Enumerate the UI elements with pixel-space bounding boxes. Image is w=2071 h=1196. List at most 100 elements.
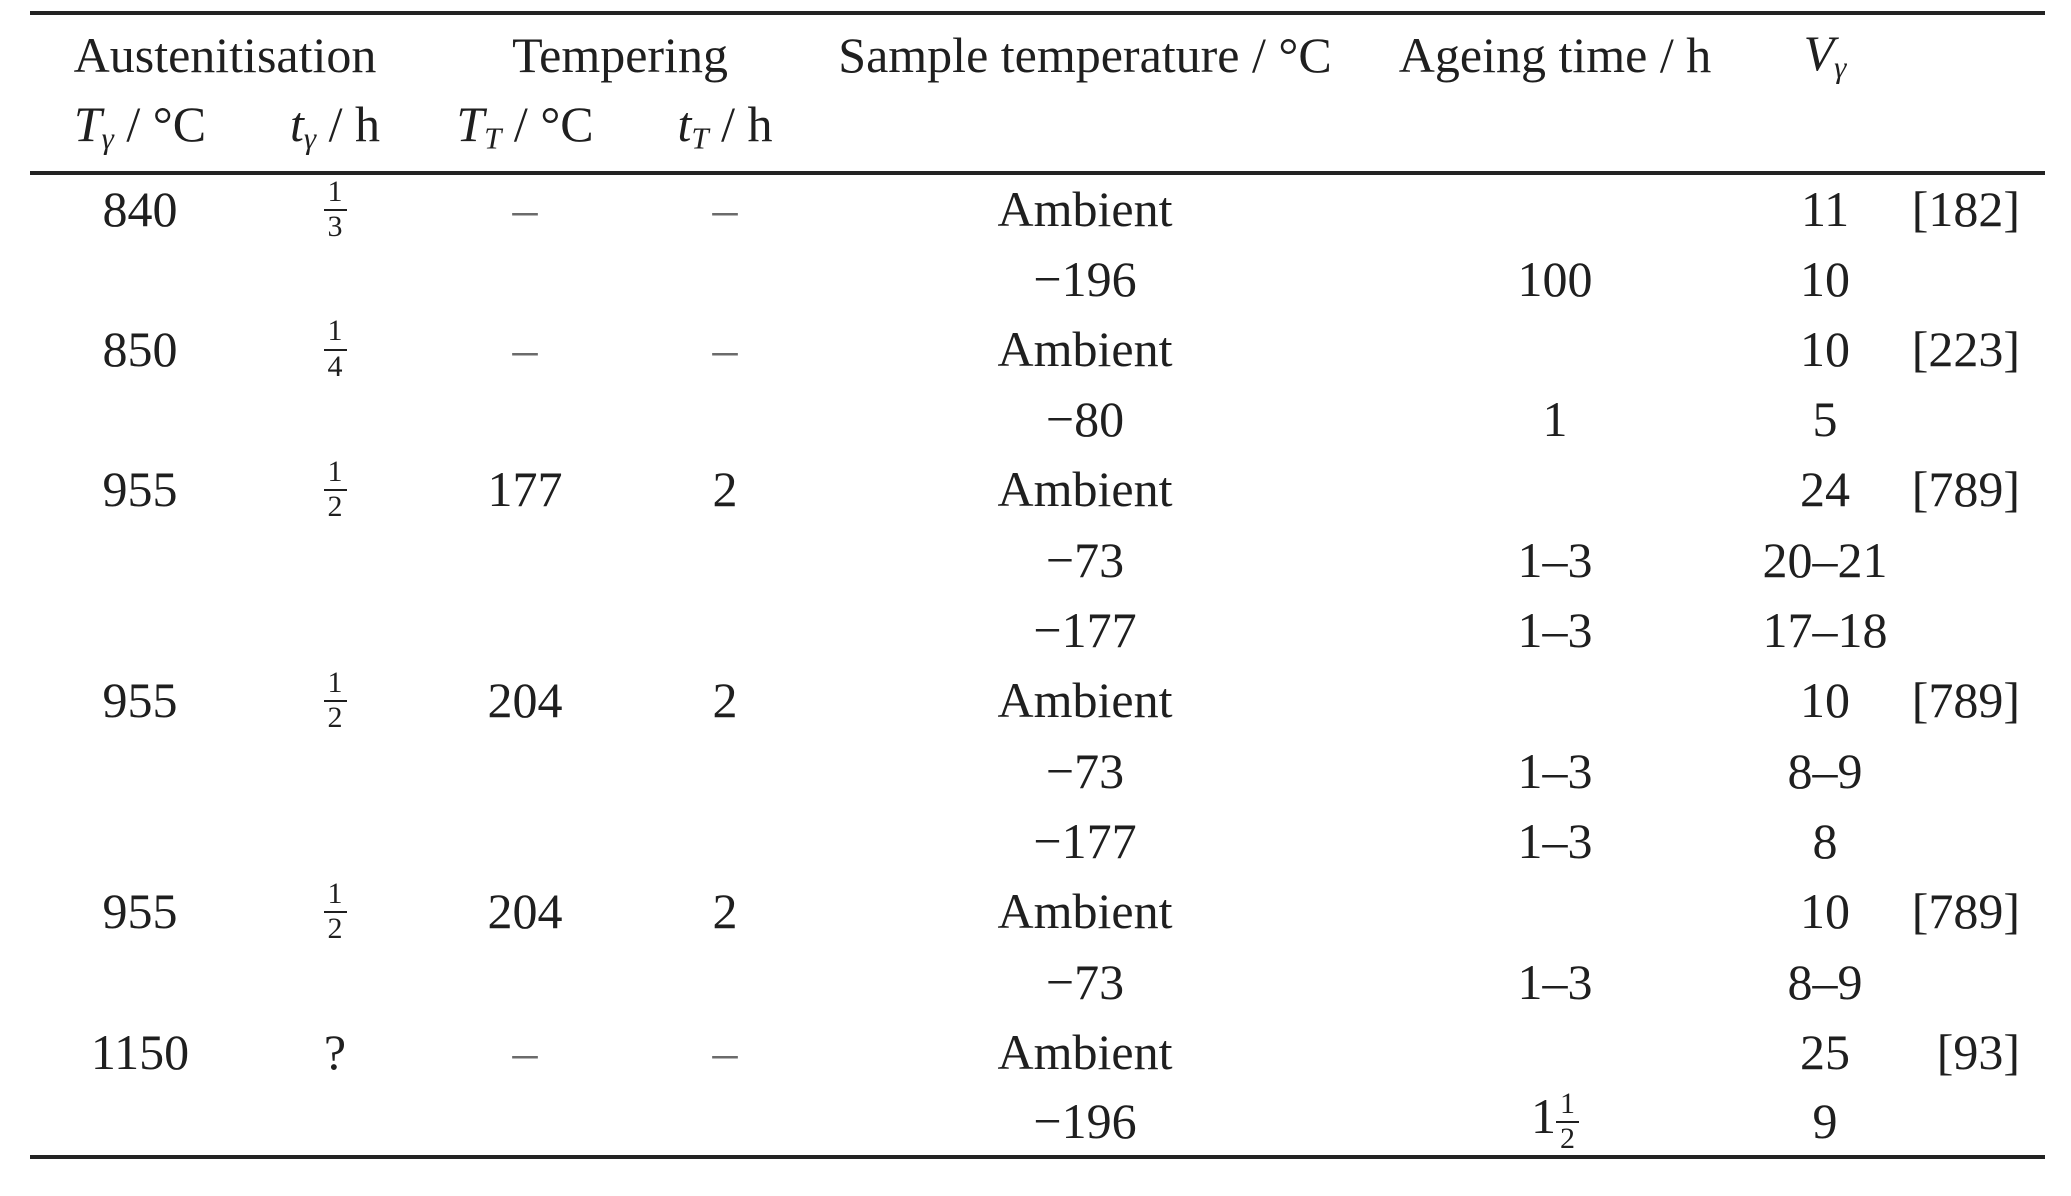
cell-ageing-time xyxy=(1350,1017,1760,1087)
fraction-numerator: 1 xyxy=(323,877,347,914)
cell-reference: [182] xyxy=(1890,173,2045,243)
sub-header-empty xyxy=(820,95,2045,173)
cell-ageing-time: 1–3 xyxy=(1350,946,1760,1016)
cell-reference: [789] xyxy=(1890,665,2045,735)
cell-v-gamma: 10 xyxy=(1760,876,1890,946)
table-row: −73 1–3 8–9 xyxy=(30,736,2045,806)
cell-sample-temperature: −80 xyxy=(820,384,1350,454)
cell-value: 1150 xyxy=(90,1023,190,1080)
cell-value: 955 xyxy=(102,672,178,729)
table-row: 955 1 2 204 2 Ambient 10 [789] xyxy=(30,876,2045,946)
cell-tempering-time: 2 xyxy=(630,665,820,735)
cell-tempering-temperature: 204 xyxy=(420,876,630,946)
cell-value: −73 xyxy=(1045,742,1125,799)
group-header-austenitisation: Austenitisation xyxy=(30,13,420,95)
cell-value: 11 xyxy=(1800,181,1850,238)
cell-value: 2 xyxy=(712,461,738,518)
cell-reference: [223] xyxy=(1890,314,2045,384)
cell-austenitisation-time xyxy=(250,243,420,313)
cell-reference xyxy=(1890,736,2045,806)
table-row: 840 1 3 – – Ambient 11 [182] xyxy=(30,173,2045,243)
cell-austenitisation-temperature: 840 xyxy=(30,173,250,243)
cell-v-gamma: 8–9 xyxy=(1760,736,1890,806)
math-symbol: V xyxy=(1803,25,1835,82)
cell-sample-temperature: −196 xyxy=(820,243,1350,313)
cell-reference: [93] xyxy=(1890,1017,2045,1087)
cell-austenitisation-time xyxy=(250,525,420,595)
cell-value: – xyxy=(712,181,738,238)
cell-v-gamma: 11 xyxy=(1760,173,1890,243)
cell-austenitisation-temperature xyxy=(30,946,250,1016)
cell-tempering-temperature xyxy=(420,806,630,876)
cell-value: 10 xyxy=(1800,250,1851,307)
cell-value: 955 xyxy=(102,461,178,518)
table-row: 850 1 4 – – Ambient 10 [223] xyxy=(30,314,2045,384)
cell-value: Ambient xyxy=(997,461,1173,518)
math-symbol: T xyxy=(456,96,485,153)
table-row: 955 1 2 177 2 Ambient 24 [789] xyxy=(30,454,2045,524)
cell-value: – xyxy=(512,320,538,377)
table-row: 1150? – – Ambient 25 [93] xyxy=(30,1017,2045,1087)
math-symbol: t xyxy=(289,96,304,153)
cell-value: −177 xyxy=(1033,602,1137,659)
cell-austenitisation-temperature xyxy=(30,384,250,454)
fraction-numerator: 1 xyxy=(323,314,347,351)
cell-tempering-temperature xyxy=(420,736,630,806)
cell-sample-temperature: −196 xyxy=(820,1087,1350,1157)
cell-v-gamma: 20–21 xyxy=(1760,525,1890,595)
cell-v-gamma: 9 xyxy=(1760,1087,1890,1157)
header-label: Austenitisation xyxy=(73,27,377,83)
cell-tempering-temperature xyxy=(420,525,630,595)
cell-value: [789] xyxy=(1911,883,2021,940)
cell-tempering-time xyxy=(630,384,820,454)
col-header-tempering-temperature: TT / °C xyxy=(420,95,630,173)
cell-value: 24 xyxy=(1800,461,1851,518)
cell-v-gamma: 8–9 xyxy=(1760,946,1890,1016)
cell-tempering-temperature: – xyxy=(420,314,630,384)
table-row: −80 1 5 xyxy=(30,384,2045,454)
cell-reference xyxy=(1890,525,2045,595)
cell-tempering-temperature xyxy=(420,384,630,454)
cell-value: 10 xyxy=(1800,883,1851,940)
cell-ageing-time: 100 xyxy=(1350,243,1760,313)
cell-value: 10 xyxy=(1800,672,1851,729)
cell-value: 204 xyxy=(487,672,563,729)
cell-value: 17–18 xyxy=(1762,602,1888,659)
cell-tempering-time xyxy=(630,525,820,595)
cell-value: 5 xyxy=(1812,391,1838,448)
cell-value: −196 xyxy=(1033,250,1137,307)
cell-value: 2 xyxy=(712,672,738,729)
fraction-numerator: 1 xyxy=(323,175,347,212)
cell-sample-temperature: Ambient xyxy=(820,454,1350,524)
cell-reference xyxy=(1890,384,2045,454)
col-header-austenitisation-temperature: Tγ / °C xyxy=(30,95,250,173)
cell-austenitisation-temperature xyxy=(30,1087,250,1157)
cell-tempering-time xyxy=(630,806,820,876)
cell-reference: [789] xyxy=(1890,876,2045,946)
cell-ageing-time xyxy=(1350,454,1760,524)
cell-reference xyxy=(1890,946,2045,1016)
header-unit: / °C xyxy=(501,96,594,153)
fraction-whole-number: 1 xyxy=(1531,1087,1557,1144)
cell-value: 955 xyxy=(102,883,178,940)
cell-value: 840 xyxy=(102,181,178,238)
math-symbol: t xyxy=(677,96,692,153)
cell-value: Ambient xyxy=(997,181,1173,238)
cell-value: 2 xyxy=(712,883,738,940)
cell-v-gamma: 24 xyxy=(1760,454,1890,524)
cell-reference xyxy=(1890,806,2045,876)
cell-value: [223] xyxy=(1911,320,2021,377)
cell-sample-temperature: −73 xyxy=(820,736,1350,806)
table-row: −73 1–3 20–21 xyxy=(30,525,2045,595)
table-row: −73 1–3 8–9 xyxy=(30,946,2045,1016)
cell-tempering-temperature xyxy=(420,595,630,665)
cell-value: 100 xyxy=(1517,250,1593,307)
header-label: Tempering xyxy=(512,27,728,83)
cell-tempering-temperature xyxy=(420,946,630,1016)
cell-reference: [789] xyxy=(1890,454,2045,524)
cell-sample-temperature: Ambient xyxy=(820,665,1350,735)
